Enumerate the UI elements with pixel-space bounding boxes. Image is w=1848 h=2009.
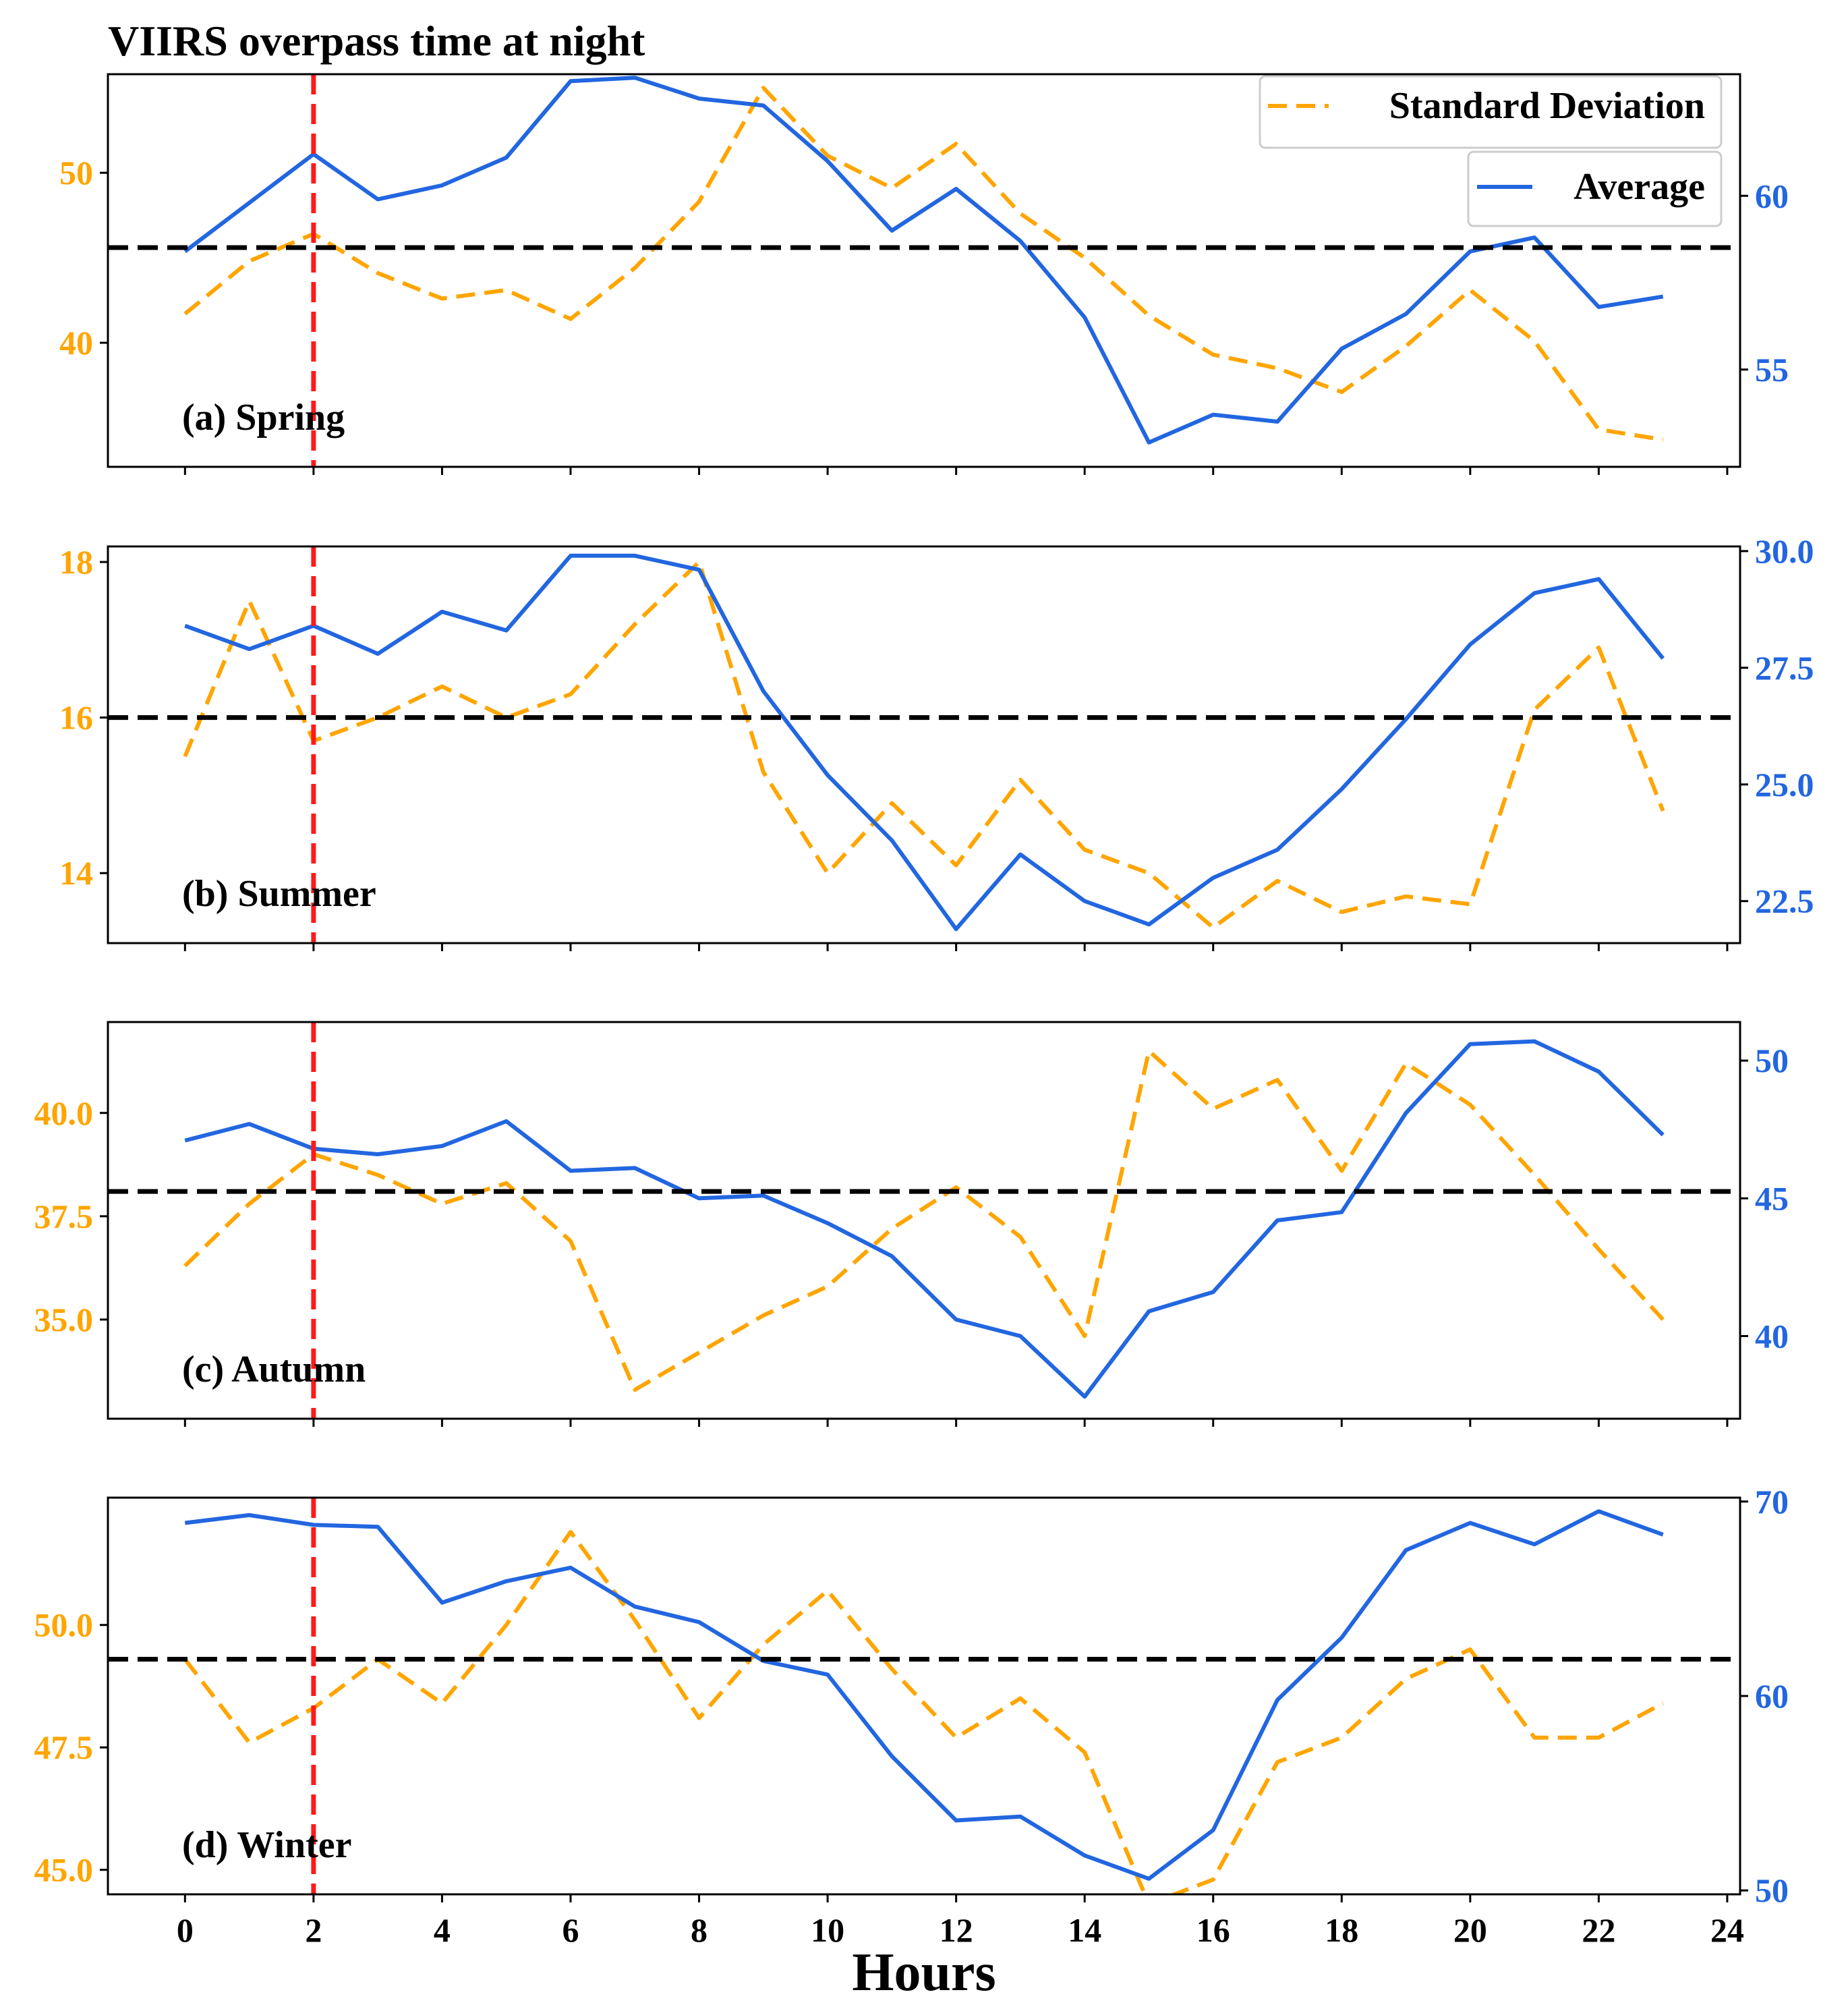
x-tick-label: 4	[434, 1911, 451, 1949]
legend-std-box	[1259, 75, 1723, 149]
chart-title: VIIRS overpass time at night	[108, 17, 645, 65]
right-tick-label: 50	[1755, 1042, 1789, 1079]
std-series-line	[183, 1048, 1665, 1392]
left-tick-label: 47.5	[34, 1728, 94, 1766]
panel-plot-area	[108, 1022, 1740, 1419]
panel-label: (c) Autumn	[182, 1349, 366, 1390]
chart-panel: 40 50 55 60 (a) Spring Standard Deviation Aver…	[59, 73, 1789, 475]
left-tick-label: 16	[59, 699, 93, 737]
x-tick-label: 14	[1068, 1911, 1101, 1949]
x-tick-label: 8	[691, 1911, 708, 1949]
chart-panel: 0 2 4 6 8 10 12 14 16 18 20 22 2445.047.550.0506070(…	[34, 1483, 1789, 1949]
right-tick-label: 50	[1755, 1871, 1789, 1909]
avg-series-line	[183, 76, 1664, 445]
x-tick-label: 22	[1582, 1911, 1615, 1949]
left-tick-label: 18	[59, 543, 93, 581]
panel-frame	[107, 1021, 1741, 1420]
left-tick-label: 37.5	[34, 1197, 94, 1235]
x-tick-label: 10	[811, 1911, 844, 1949]
left-tick-label: 35.0	[34, 1301, 94, 1338]
x-tick-label: 2	[305, 1911, 322, 1949]
panel-plot-area	[108, 546, 1740, 943]
chart-panel: 14 16 18 22.5 25.0 27.5 30.0 (b) Summer	[59, 532, 1814, 951]
panel-label: (b) Summer	[182, 873, 376, 915]
right-tick-label: 70	[1755, 1483, 1789, 1521]
x-tick-label: 6	[562, 1911, 579, 1949]
std-series-line	[183, 1529, 1665, 1894]
panel-frame	[107, 1496, 1741, 1896]
right-tick-label: 55	[1755, 351, 1789, 389]
right-tick-label: 60	[1755, 1677, 1789, 1715]
x-tick-label: 12	[940, 1911, 973, 1949]
x-tick-label: 20	[1453, 1911, 1487, 1949]
right-tick-label: 30.0	[1755, 532, 1814, 570]
avg-series-line	[184, 1509, 1664, 1881]
right-tick-label: 60	[1755, 177, 1789, 215]
x-tick-label: 24	[1710, 1911, 1744, 1949]
right-tick-label: 25.0	[1755, 766, 1814, 803]
panel-label: (d) Winter	[182, 1824, 351, 1866]
right-tick-label: 45	[1755, 1179, 1789, 1217]
legend: Standard Deviation Average	[1259, 75, 1723, 227]
right-tick-label: 22.5	[1755, 882, 1814, 920]
std-series-line	[183, 86, 1664, 442]
panel-frame	[107, 73, 1741, 468]
legend-avg-box	[1467, 150, 1723, 227]
chart-panel: 35.0 37.5 40.0 40 45 50 (c) Autumn	[34, 1021, 1789, 1427]
panel-frame	[107, 545, 1741, 944]
legend-std-label: Standard Deviation	[1389, 85, 1705, 127]
avg-series-line	[184, 553, 1665, 932]
panel-plot-area	[108, 74, 1740, 467]
right-tick-label: 40	[1755, 1318, 1789, 1355]
legend-avg-label: Average	[1573, 166, 1705, 208]
panel-label: (a) Spring	[182, 397, 345, 438]
right-tick-label: 27.5	[1755, 649, 1814, 687]
left-tick-label: 50	[59, 154, 93, 192]
x-tick-label: 16	[1196, 1911, 1230, 1949]
left-tick-label: 50.0	[34, 1606, 94, 1644]
std-series-line	[183, 560, 1665, 930]
left-tick-label: 45.0	[34, 1851, 94, 1889]
avg-series-line	[184, 1039, 1665, 1399]
left-tick-label: 14	[59, 854, 93, 892]
x-axis-label: Hours	[852, 1943, 995, 2002]
x-tick-label: 18	[1325, 1911, 1358, 1949]
x-tick-label: 0	[177, 1911, 194, 1949]
left-tick-label: 40.0	[34, 1094, 94, 1132]
left-tick-label: 40	[59, 324, 93, 362]
panel-plot-area	[108, 1498, 1740, 1894]
